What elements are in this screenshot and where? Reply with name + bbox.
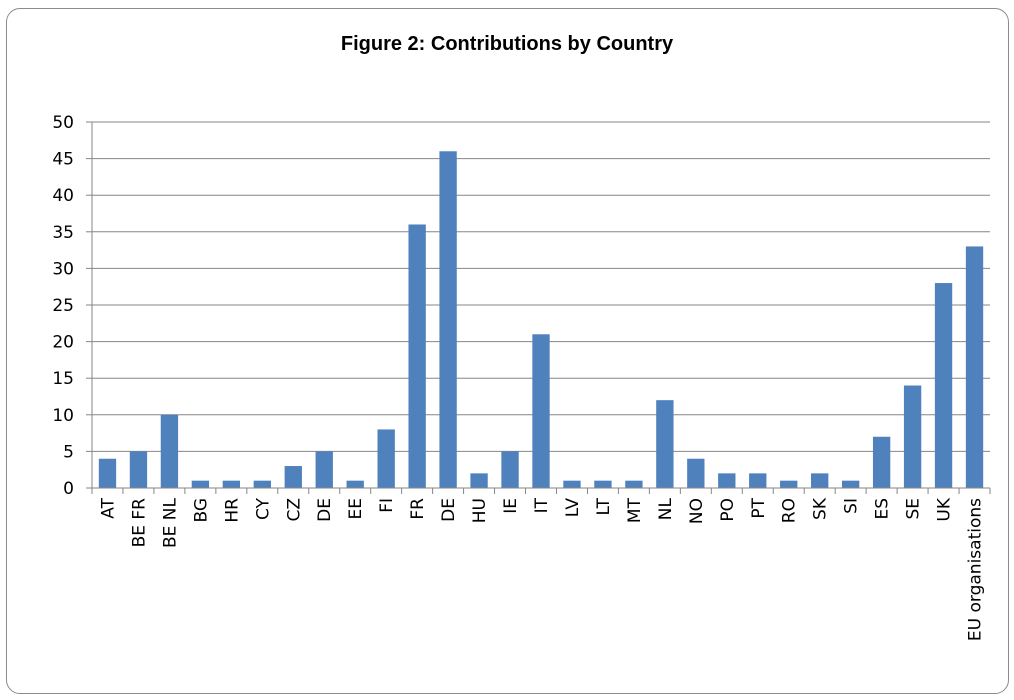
bar bbox=[253, 480, 271, 488]
bar bbox=[749, 473, 767, 488]
x-tick-label: UK bbox=[935, 497, 955, 521]
x-tick-label: SI bbox=[842, 498, 862, 514]
bars bbox=[98, 151, 984, 489]
bar bbox=[470, 473, 488, 488]
x-tick-label: ES bbox=[873, 498, 893, 520]
bar bbox=[191, 480, 210, 488]
bar bbox=[222, 480, 241, 488]
x-tick-label: FR bbox=[408, 498, 428, 520]
bar bbox=[625, 480, 643, 488]
bar bbox=[656, 400, 674, 488]
bar bbox=[687, 458, 705, 488]
bar bbox=[841, 480, 860, 488]
x-tick-label: FI bbox=[377, 498, 397, 513]
chart-title: Figure 2: Contributions by Country bbox=[340, 33, 674, 55]
x-tick-label: PO bbox=[718, 498, 738, 522]
x-tick-label: SK bbox=[811, 497, 831, 520]
x-tick-label: BE FR bbox=[129, 498, 149, 548]
x-tick-label: IE bbox=[501, 498, 521, 514]
bar bbox=[965, 246, 984, 488]
bar bbox=[160, 414, 179, 488]
x-tick-label: LT bbox=[594, 497, 614, 515]
bar bbox=[780, 480, 798, 488]
x-tick-label: RO bbox=[780, 498, 800, 523]
y-tick-label: 10 bbox=[52, 406, 74, 426]
bar bbox=[315, 451, 333, 488]
y-tick-label: 20 bbox=[52, 333, 74, 353]
bar bbox=[284, 466, 302, 488]
bar bbox=[872, 436, 891, 488]
x-tick-label: AT bbox=[98, 497, 118, 518]
bar bbox=[129, 451, 148, 488]
y-tick-label: 25 bbox=[52, 296, 74, 316]
bar bbox=[98, 458, 117, 488]
y-tick-label: 30 bbox=[52, 259, 74, 279]
bar bbox=[563, 480, 581, 488]
bar bbox=[903, 385, 922, 488]
bar bbox=[594, 480, 612, 488]
x-tick-label: PT bbox=[749, 497, 769, 518]
y-tick-label: 0 bbox=[63, 479, 74, 499]
bar bbox=[718, 473, 736, 488]
x-tick-label: MT bbox=[625, 497, 645, 523]
bar bbox=[501, 451, 519, 488]
x-tick-label: LV bbox=[563, 498, 583, 518]
x-tick-label: NO bbox=[687, 498, 707, 524]
x-tick-label: BE NL bbox=[160, 497, 180, 548]
bar bbox=[439, 151, 457, 488]
y-tick-label: 50 bbox=[52, 113, 74, 133]
y-tick-label: 40 bbox=[52, 186, 74, 206]
x-tick-label: NL bbox=[656, 497, 676, 520]
bar bbox=[934, 283, 953, 488]
y-tick-label: 35 bbox=[52, 223, 74, 243]
bar bbox=[377, 429, 395, 488]
x-tick-label: BG bbox=[191, 498, 211, 523]
x-tick-label: IT bbox=[532, 497, 552, 513]
x-tick-label: EU organisations bbox=[966, 498, 986, 641]
x-tick-label: EE bbox=[346, 498, 366, 519]
y-tick-label: 45 bbox=[52, 150, 74, 170]
x-tick-label: HR bbox=[222, 498, 242, 523]
y-tick-label: 15 bbox=[52, 369, 74, 389]
bar bbox=[408, 224, 426, 489]
x-tick-label: DE bbox=[315, 498, 335, 522]
bar bbox=[811, 473, 829, 488]
bar bbox=[346, 480, 364, 488]
x-tick-label: HU bbox=[470, 498, 490, 523]
x-tick-label: CY bbox=[253, 497, 273, 520]
y-tick-label: 5 bbox=[63, 442, 74, 462]
x-tick-label: SE bbox=[904, 498, 924, 520]
x-tick-label: CZ bbox=[284, 498, 304, 522]
x-tick-labels: AT BE FR BE NL BG HR CY CZ DE EE FI FR DE HU IE IT LV LT… bbox=[98, 497, 985, 641]
x-tick-label: DE bbox=[439, 498, 459, 522]
axes bbox=[86, 121, 991, 494]
bar bbox=[532, 334, 550, 488]
y-tick-labels: 0 5 10 15 20 25 30 35 40 45 50 bbox=[52, 113, 74, 499]
